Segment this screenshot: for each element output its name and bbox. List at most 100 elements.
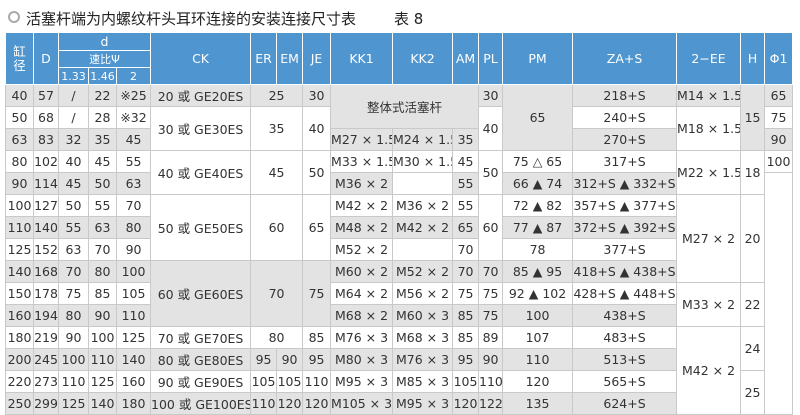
- cell: 25: [250, 84, 304, 107]
- cell: 250: [5, 392, 34, 415]
- empty-cell: [764, 172, 794, 415]
- cell: 180: [5, 326, 34, 349]
- cell: 92 ▲ 102: [502, 282, 574, 305]
- data-row: 140 168 70 80 100 60 或 GE60ES 70 75 M60 × 2 M52 ×…: [5, 260, 793, 327]
- cell: 95: [302, 348, 332, 371]
- cell: 75: [478, 282, 504, 305]
- cell: 63: [5, 128, 34, 151]
- cell: 418+S ▲ 438+S: [572, 260, 678, 283]
- cell: 90: [5, 172, 34, 195]
- cell: M18 × 1.5: [676, 106, 742, 151]
- cell: 70: [452, 260, 480, 283]
- cell: ※25: [115, 84, 152, 107]
- cell: 63: [88, 216, 117, 239]
- cell: 95: [452, 348, 480, 371]
- cell: M30 × 1.5: [392, 150, 454, 173]
- cell: 624+S: [572, 392, 678, 415]
- header-row: 1.33 1.46 2: [6, 67, 793, 85]
- data-row: 63 83 32 35 45 M27 × 1.5 M24 × 1.5 35 270+S 90: [5, 128, 794, 151]
- cell: 90: [764, 128, 794, 151]
- data-row: 125 152 63 70 90 M52 × 2 70 78 377+S: [5, 238, 793, 261]
- cell: 160: [115, 370, 152, 393]
- header-cell: PL: [478, 32, 504, 85]
- cell: 100: [502, 304, 574, 327]
- empty-cell: [392, 172, 454, 195]
- cell: 240+S: [572, 106, 678, 129]
- cell: 120: [276, 392, 304, 415]
- cell: 65: [764, 84, 794, 107]
- title: 活塞杆端为内螺纹杆头耳环连接的安装连接尺寸表: [8, 8, 356, 29]
- cell: 60: [250, 194, 304, 261]
- cell: 50: [302, 150, 332, 195]
- cell: 377+S: [572, 238, 678, 261]
- cell: 70 或 GE70ES: [150, 326, 252, 349]
- cell: 77 ▲ 87: [502, 216, 574, 239]
- cell: M60 × 2: [330, 260, 394, 283]
- cell: 312+S ▲ 332+S: [572, 172, 678, 195]
- cell: 178: [33, 282, 59, 305]
- cell: 35: [88, 128, 117, 151]
- cell: 110: [58, 370, 89, 393]
- cell: 105: [452, 370, 480, 393]
- cell: M33 × 1.5: [330, 150, 394, 173]
- cell: 40: [5, 84, 34, 107]
- cell: 83: [33, 128, 59, 151]
- cell: 50: [5, 106, 34, 129]
- cell: 513+S: [572, 348, 678, 371]
- cell: 85: [452, 304, 480, 327]
- cell: 30: [478, 84, 504, 107]
- cell: 50: [88, 172, 117, 195]
- cell: 110: [250, 392, 278, 415]
- data-row: 220 273 110 125 160 90 或 GE90ES 105 105 110 M95 ×…: [5, 370, 793, 415]
- cell: 110: [502, 348, 574, 371]
- table-body: 40 57/22 ※25 20 或 GE20ES 25 30 整体式活塞杆 30 65 218+S…: [5, 84, 794, 415]
- header-cell: 2−EE: [676, 32, 742, 85]
- cell: 40: [302, 106, 332, 151]
- header-cell: ZA+S: [572, 32, 678, 85]
- header-cell: PM: [502, 32, 574, 85]
- cell: 80: [5, 150, 34, 173]
- table-head: 缸径 D d CK ER EM JE KK1 KK2 AM PL PM ZA+S 2−EE H Φ1 速…: [5, 32, 794, 85]
- header-cell: EM: [276, 32, 304, 85]
- header-cell: D: [33, 32, 59, 85]
- cell: 18: [740, 150, 766, 195]
- cell: 75: [302, 260, 332, 327]
- cell: 168: [33, 260, 59, 283]
- data-row: 90 114 45 50 63 M36 × 2 55 66 ▲ 74 312+S ▲ 332+S: [5, 172, 794, 415]
- header-cell: 2: [115, 67, 152, 85]
- cell: M42 × 2: [392, 216, 454, 239]
- cell: 150: [5, 282, 34, 305]
- cell: 105: [250, 370, 278, 393]
- cell: M68 × 3: [392, 326, 454, 349]
- cell: 80: [250, 326, 304, 349]
- cell: 72 ▲ 82: [502, 194, 574, 217]
- cell: 107: [502, 326, 574, 349]
- cell: 45: [115, 128, 152, 151]
- cell: M60 × 3: [392, 304, 454, 327]
- cell: 90: [276, 348, 304, 371]
- cell: 80: [58, 304, 89, 327]
- cell: 整体式活塞杆: [330, 84, 480, 129]
- cell: 220: [5, 370, 34, 393]
- cell: 125: [5, 238, 34, 261]
- header-cell: 缸径: [5, 32, 34, 85]
- cell: 30: [302, 84, 332, 107]
- cell: 90: [115, 238, 152, 261]
- cell: 45: [452, 150, 480, 173]
- cell: 85: [452, 326, 480, 349]
- cell: 357+S ▲ 377+S: [572, 194, 678, 217]
- cell: 20 或 GE20ES: [150, 84, 252, 107]
- cell: 160: [5, 304, 34, 327]
- cell: M85 × 3: [392, 370, 454, 393]
- header-row: 速比Ψ: [6, 50, 793, 68]
- cell: 25: [740, 370, 766, 415]
- cell: 110: [115, 304, 152, 327]
- cell: 100: [88, 326, 117, 349]
- cell: 70: [88, 238, 117, 261]
- cell: 140: [5, 260, 34, 283]
- cell: 85: [88, 282, 117, 305]
- cell: 100: [58, 348, 89, 371]
- cell: 70: [250, 260, 304, 327]
